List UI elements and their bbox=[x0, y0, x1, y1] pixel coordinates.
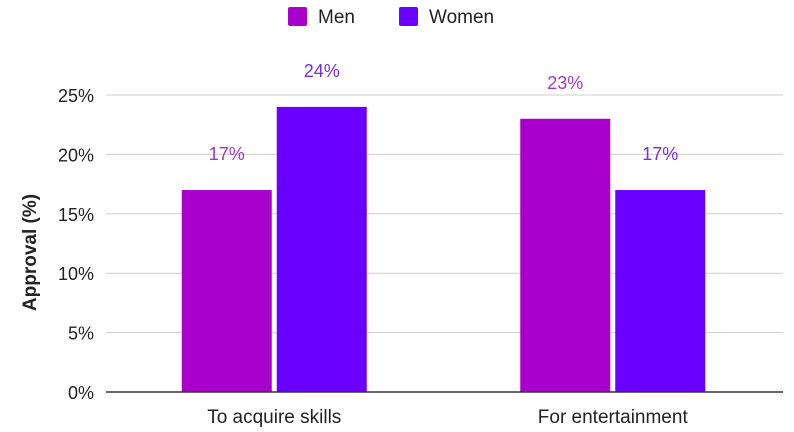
bar-1-0 bbox=[276, 106, 367, 392]
data-label: 17% bbox=[642, 144, 678, 164]
category-labels: To acquire skills For entertainment bbox=[207, 407, 688, 428]
y-tick-label: 15% bbox=[58, 205, 94, 225]
y-tick-label: 0% bbox=[68, 383, 94, 403]
category-label: To acquire skills bbox=[207, 407, 341, 428]
y-axis-ticks: 0% 5% 10% 15% 20% 25% bbox=[58, 86, 94, 403]
y-tick-label: 5% bbox=[68, 324, 94, 344]
y-tick-label: 25% bbox=[58, 86, 94, 106]
legend-swatch-women bbox=[399, 7, 418, 26]
legend-label-women: Women bbox=[429, 7, 494, 28]
bars bbox=[181, 106, 706, 392]
y-tick-label: 20% bbox=[58, 145, 94, 165]
bar-0-1 bbox=[520, 118, 611, 392]
y-tick-label: 10% bbox=[58, 264, 94, 284]
data-label: 23% bbox=[547, 73, 583, 93]
bar-1-1 bbox=[615, 190, 706, 392]
legend-label-men: Men bbox=[318, 7, 355, 28]
data-labels: 17% 24% 23% 17% bbox=[209, 61, 679, 164]
category-label: For entertainment bbox=[538, 407, 689, 428]
data-label: 24% bbox=[304, 61, 340, 81]
y-axis-title: Approval (%) bbox=[20, 194, 41, 311]
legend-swatch-men bbox=[288, 7, 307, 26]
bar-0-0 bbox=[181, 190, 272, 392]
legend: Men Women bbox=[288, 7, 494, 28]
data-label: 17% bbox=[209, 144, 245, 164]
